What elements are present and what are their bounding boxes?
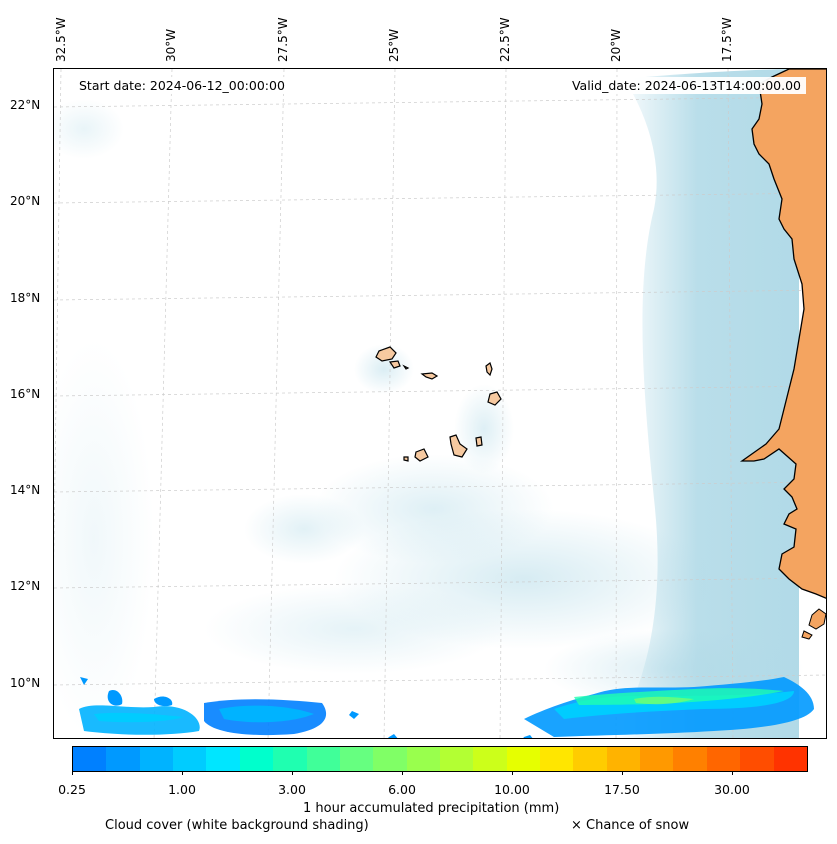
precipitation-colorbar — [72, 746, 808, 772]
colorbar-segment — [339, 747, 374, 771]
africa-mainland — [739, 69, 826, 599]
colorbar-tick — [182, 771, 183, 775]
colorbar-segment — [573, 747, 607, 771]
colorbar-tick-label: 1.00 — [168, 782, 196, 797]
colorbar-label: 1 hour accumulated precipitation (mm) — [303, 801, 560, 816]
lon-label-22-5w: 22.5°W — [498, 17, 512, 62]
lat-label-12n: 12°N — [10, 579, 41, 593]
colorbar-segment — [273, 747, 307, 771]
colorbar-tick-label: 3.00 — [278, 782, 306, 797]
snow-legend: × Chance of snow — [571, 818, 690, 833]
colorbar-tick — [512, 771, 513, 775]
lat-label-18n: 18°N — [10, 291, 41, 305]
colorbar-segment — [73, 747, 107, 771]
colorbar-tick-label: 10.00 — [494, 782, 530, 797]
colorbar-segment — [306, 747, 340, 771]
map-panel[interactable]: Start date: 2024-06-12_00:00:00 Valid_da… — [53, 68, 827, 739]
lon-label-20w: 20°W — [609, 28, 623, 62]
colorbar-segment — [239, 747, 274, 771]
graticule — [54, 69, 826, 738]
cloud-cover-shading — [54, 69, 804, 738]
colorbar-tick — [622, 771, 623, 775]
colorbar-tick-label: 6.00 — [388, 782, 416, 797]
lon-label-27-5w: 27.5°W — [276, 17, 290, 62]
colorbar-segment — [473, 747, 507, 771]
colorbar-segment — [173, 747, 207, 771]
colorbar-segment — [206, 747, 240, 771]
colorbar-segment — [139, 747, 174, 771]
colorbar-segment — [606, 747, 641, 771]
colorbar-segment — [673, 747, 707, 771]
valid-date-label: Valid_date: 2024-06-13T14:00:00.00 — [566, 77, 806, 94]
colorbar-tick-label: 30.00 — [714, 782, 750, 797]
colorbar-segment — [706, 747, 741, 771]
lat-label-14n: 14°N — [10, 483, 41, 497]
map-canvas — [54, 69, 826, 738]
colorbar-tick — [72, 771, 73, 775]
lon-label-32-5w: 32.5°W — [54, 17, 68, 62]
colorbar-tick-label: 0.25 — [58, 782, 86, 797]
colorbar-segment — [506, 747, 541, 771]
colorbar-tick — [402, 771, 403, 775]
colorbar-tick — [732, 771, 733, 775]
lon-label-25w: 25°W — [387, 28, 401, 62]
lat-label-20n: 20°N — [10, 194, 41, 208]
colorbar-segment — [640, 747, 674, 771]
colorbar-segment — [106, 747, 140, 771]
colorbar-segment — [740, 747, 774, 771]
start-date-label: Start date: 2024-06-12_00:00:00 — [74, 77, 290, 94]
lon-label-30w: 30°W — [164, 28, 178, 62]
cloud-cover-legend: Cloud cover (white background shading) — [105, 818, 369, 833]
colorbar-segment — [406, 747, 440, 771]
colorbar-segment — [773, 747, 807, 771]
cape-verde-islands — [375, 346, 502, 462]
precipitation-field — [79, 677, 814, 738]
lon-label-17-5w: 17.5°W — [720, 17, 734, 62]
lat-label-22n: 22°N — [10, 98, 41, 112]
colorbar-tick-label: 17.50 — [604, 782, 640, 797]
colorbar-segment — [540, 747, 574, 771]
colorbar-segment — [373, 747, 407, 771]
lat-label-16n: 16°N — [10, 387, 41, 401]
colorbar-tick — [292, 771, 293, 775]
west-africa-islands — [801, 608, 826, 640]
lat-label-10n: 10°N — [10, 676, 41, 690]
colorbar-segment — [439, 747, 474, 771]
